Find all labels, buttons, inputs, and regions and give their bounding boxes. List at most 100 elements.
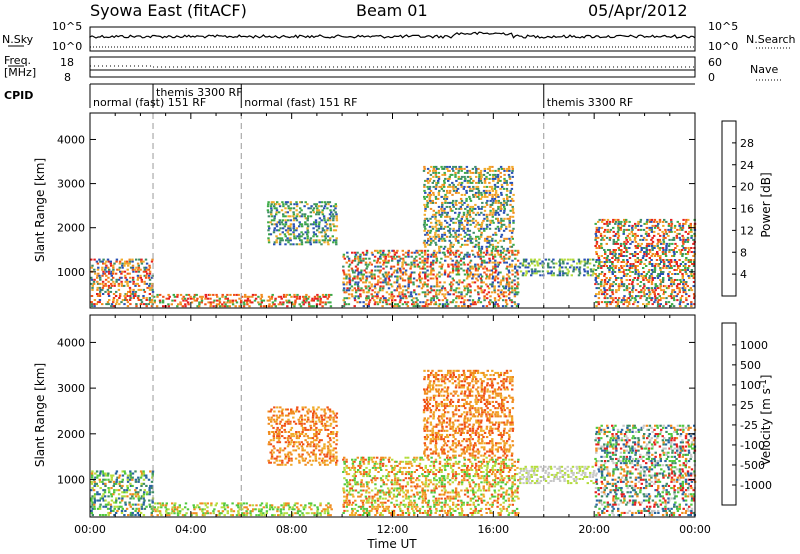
data-cell bbox=[209, 293, 212, 296]
data-cell bbox=[686, 253, 690, 255]
data-cell bbox=[500, 233, 504, 236]
data-cell bbox=[342, 255, 345, 258]
data-cell bbox=[288, 514, 291, 517]
power-frame bbox=[89, 112, 696, 309]
data-cell bbox=[346, 509, 349, 512]
data-cell bbox=[440, 165, 443, 168]
data-cell bbox=[637, 261, 640, 263]
data-cell bbox=[444, 219, 447, 222]
data-cell bbox=[438, 303, 441, 306]
data-cell bbox=[370, 275, 373, 278]
data-cell bbox=[307, 418, 310, 421]
data-cell bbox=[631, 283, 634, 286]
data-cell bbox=[422, 265, 425, 268]
data-cell bbox=[499, 271, 502, 274]
data-cell bbox=[298, 237, 301, 240]
data-cell bbox=[623, 247, 627, 249]
data-cell bbox=[443, 165, 446, 168]
data-cell bbox=[438, 249, 441, 252]
data-cell bbox=[294, 422, 298, 425]
data-cell bbox=[628, 220, 631, 223]
data-cell bbox=[295, 203, 299, 206]
data-cell bbox=[659, 273, 662, 275]
data-cell bbox=[292, 416, 295, 419]
data-cell bbox=[323, 205, 327, 208]
data-cell bbox=[486, 251, 489, 254]
data-cell bbox=[150, 487, 154, 490]
data-cell bbox=[391, 285, 394, 288]
data-cell bbox=[432, 235, 435, 238]
data-cell bbox=[665, 267, 668, 269]
data-cell bbox=[604, 228, 607, 231]
data-cell bbox=[657, 240, 660, 243]
data-cell bbox=[659, 220, 662, 223]
data-cell bbox=[315, 221, 318, 224]
data-cell bbox=[148, 491, 152, 494]
data-cell bbox=[603, 230, 606, 233]
data-cell bbox=[357, 271, 360, 274]
data-cell bbox=[488, 169, 492, 172]
data-cell bbox=[673, 253, 676, 255]
data-cell bbox=[506, 247, 509, 250]
data-cell bbox=[432, 253, 435, 256]
data-cell bbox=[693, 273, 696, 275]
data-cell bbox=[445, 215, 449, 218]
data-cell bbox=[396, 279, 399, 282]
data-cell bbox=[96, 507, 100, 510]
data-cell bbox=[365, 287, 368, 290]
data-cell bbox=[492, 221, 495, 224]
data-cell bbox=[443, 295, 446, 298]
data-cell bbox=[600, 293, 604, 296]
data-cell bbox=[628, 224, 631, 227]
data-cell bbox=[452, 293, 455, 296]
data-cell bbox=[477, 255, 480, 258]
data-cell bbox=[269, 221, 272, 224]
data-cell bbox=[306, 441, 309, 444]
data-cell bbox=[387, 255, 390, 258]
data-cell bbox=[673, 259, 677, 261]
data-cell bbox=[131, 268, 135, 271]
data-cell bbox=[276, 449, 279, 452]
data-cell bbox=[362, 253, 366, 256]
data-cell bbox=[452, 227, 455, 230]
data-cell bbox=[362, 473, 366, 476]
data-cell bbox=[639, 259, 643, 261]
data-cell bbox=[328, 457, 332, 460]
data-cell bbox=[148, 487, 151, 490]
data-cell bbox=[345, 275, 348, 278]
data-cell bbox=[356, 471, 359, 473]
data-cell bbox=[345, 283, 348, 286]
data-cell bbox=[503, 261, 506, 264]
data-cell bbox=[672, 238, 676, 241]
data-cell bbox=[331, 410, 335, 413]
data-cell bbox=[317, 213, 321, 216]
data-cell bbox=[323, 410, 326, 413]
data-cell bbox=[131, 258, 134, 261]
data-cell bbox=[620, 224, 624, 227]
data-cell bbox=[654, 299, 657, 302]
data-cell bbox=[617, 289, 620, 292]
data-cell bbox=[530, 260, 533, 263]
data-cell bbox=[93, 493, 97, 496]
data-cell bbox=[489, 221, 492, 224]
data-cell bbox=[321, 235, 324, 238]
data-cell bbox=[415, 301, 418, 304]
data-cell bbox=[314, 223, 318, 226]
data-cell bbox=[238, 305, 241, 308]
data-cell bbox=[484, 237, 487, 240]
data-cell bbox=[500, 191, 503, 194]
data-cell bbox=[347, 265, 351, 268]
data-cell bbox=[682, 238, 685, 241]
data-cell bbox=[445, 213, 449, 216]
data-cell bbox=[226, 510, 229, 513]
data-cell bbox=[342, 253, 346, 256]
data-cell bbox=[535, 272, 538, 275]
data-cell bbox=[566, 258, 570, 261]
data-cell bbox=[286, 461, 289, 464]
data-cell bbox=[91, 495, 94, 498]
data-cell bbox=[486, 171, 489, 174]
data-cell bbox=[401, 293, 404, 296]
data-cell bbox=[334, 205, 338, 208]
data-cell bbox=[507, 165, 511, 168]
data-cell bbox=[429, 235, 432, 238]
